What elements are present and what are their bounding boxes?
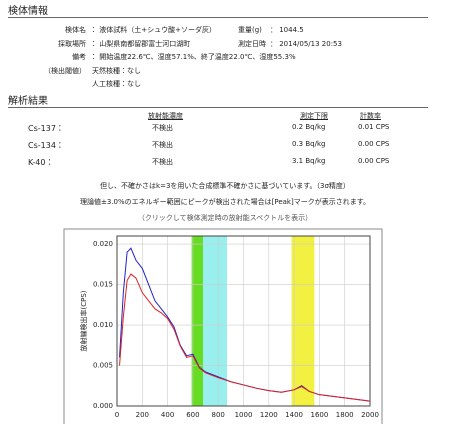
x-tick-label: 0 — [115, 411, 119, 419]
x-tick-label: 1800 — [336, 411, 354, 419]
x-tick-label: 1600 — [310, 411, 328, 419]
x-tick-label: 1400 — [285, 411, 303, 419]
note: 但し、不確かさはk=3を用いた合成標準不確かさに基づいています。（3σ精度） — [100, 182, 350, 190]
section-title: 検体情報 — [8, 2, 428, 18]
table-header: 測定下限 — [300, 112, 328, 120]
x-tick-label: 600 — [186, 411, 199, 419]
field-value: ： 2014/05/13 20:53 — [270, 39, 342, 48]
energy-band — [203, 236, 228, 406]
x-tick-label: 2000 — [361, 411, 379, 419]
table-header: 計数率 — [360, 112, 381, 120]
table-header: 放射能濃度 — [148, 112, 183, 120]
concentration: 不検出 — [152, 124, 173, 132]
x-tick-label: 400 — [161, 411, 174, 419]
field-label: 検体名 — [65, 26, 86, 34]
detection-limit: 3.1 Bq/kg — [292, 157, 326, 165]
energy-band — [191, 236, 204, 406]
field-label: 重量(g) — [238, 26, 262, 34]
field-value: 人工核種：なし — [92, 80, 141, 88]
concentration: 不検出 — [152, 141, 173, 149]
field-value: 天然核種：なし — [92, 66, 141, 75]
nuclide: K-40： — [28, 158, 54, 167]
y-tick-label: 0.020 — [93, 240, 113, 248]
nuclide: Cs-137： — [28, 124, 64, 133]
series-line — [119, 273, 371, 402]
x-tick-label: 800 — [212, 411, 225, 419]
field-value: ： 山梨県南都留郡富士河口湖町 — [90, 39, 191, 48]
field-label: 備考 — [72, 53, 86, 61]
field-value: ： 液体試料（土+シュウ酸+ソーダ灰） — [90, 26, 216, 34]
detection-limit: 0.2 Bq/kg — [292, 123, 326, 131]
detection-limit: 0.3 Bq/kg — [292, 140, 326, 148]
y-tick-label: 0.005 — [93, 362, 113, 370]
energy-band — [291, 236, 315, 406]
x-tick-label: 200 — [136, 411, 149, 419]
section-title: 解析結果 — [8, 92, 428, 108]
count-rate: 0.00 CPS — [358, 157, 390, 165]
y-tick-label: 0.010 — [93, 321, 113, 329]
y-tick-label: 0.015 — [93, 281, 113, 289]
field-label: （検出閾値） — [44, 66, 86, 75]
spectrum-link[interactable]: （クリックして検体測定時の放射能スペクトルを表示） — [137, 214, 313, 222]
concentration: 不検出 — [152, 158, 173, 166]
field-value: ： 開始温度22.6℃、湿度57.1%、終了温度22.0℃、湿度55.3% — [90, 53, 296, 61]
plot-border — [116, 235, 371, 407]
field-label: 測定日時 — [238, 39, 266, 48]
note: 理論値±3.0%のエネルギー範囲にピークが検出された場合は[Peak]マークが表… — [79, 198, 371, 206]
count-rate: 0.00 CPS — [358, 140, 390, 148]
nuclide: Cs-134： — [28, 141, 64, 150]
x-tick-label: 1200 — [260, 411, 278, 419]
count-rate: 0.01 CPS — [358, 123, 390, 131]
y-axis-label: 放射線検出率(CPS) — [79, 290, 88, 351]
field-label: 採取場所 — [58, 39, 86, 48]
x-tick-label: 1000 — [235, 411, 253, 419]
y-tick-label: 0.000 — [93, 402, 113, 410]
field-value: ： 1044.5 — [270, 26, 304, 34]
